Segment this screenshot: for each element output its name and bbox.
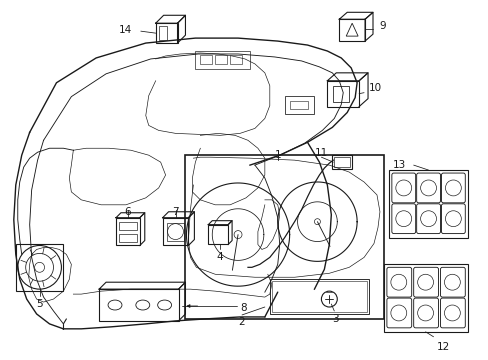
Bar (116, 218, 140, 246)
Text: 4: 4 (217, 252, 223, 262)
Bar (269, 279, 368, 314)
Text: 7: 7 (172, 207, 179, 217)
Bar (383, 264, 468, 332)
Bar (326, 81, 358, 107)
Text: 9: 9 (378, 21, 385, 31)
Bar (158, 26, 166, 40)
Bar (16, 243, 63, 291)
Bar (333, 86, 348, 102)
Bar (208, 225, 228, 244)
Bar (334, 157, 349, 167)
Text: 13: 13 (392, 160, 405, 170)
Bar (195, 51, 249, 69)
Bar (166, 223, 184, 240)
Bar (155, 23, 177, 43)
Bar (119, 234, 137, 242)
Bar (271, 281, 366, 312)
Bar (163, 218, 188, 246)
Text: 3: 3 (331, 314, 338, 324)
Text: 8: 8 (240, 303, 246, 313)
Text: 10: 10 (368, 83, 382, 93)
Bar (284, 96, 314, 113)
Bar (230, 55, 242, 64)
Text: 5: 5 (36, 299, 43, 309)
Text: 6: 6 (124, 207, 131, 217)
Text: 1: 1 (274, 150, 281, 160)
Bar (332, 155, 351, 169)
Bar (388, 170, 468, 238)
Text: 2: 2 (238, 317, 245, 327)
Text: 12: 12 (436, 342, 449, 352)
Bar (185, 155, 383, 319)
Bar (119, 222, 137, 230)
Bar (289, 100, 307, 109)
Text: 14: 14 (119, 25, 132, 35)
Bar (339, 19, 365, 41)
Bar (99, 289, 178, 321)
Bar (200, 55, 212, 64)
Bar (215, 55, 226, 64)
Text: 11: 11 (314, 148, 327, 158)
